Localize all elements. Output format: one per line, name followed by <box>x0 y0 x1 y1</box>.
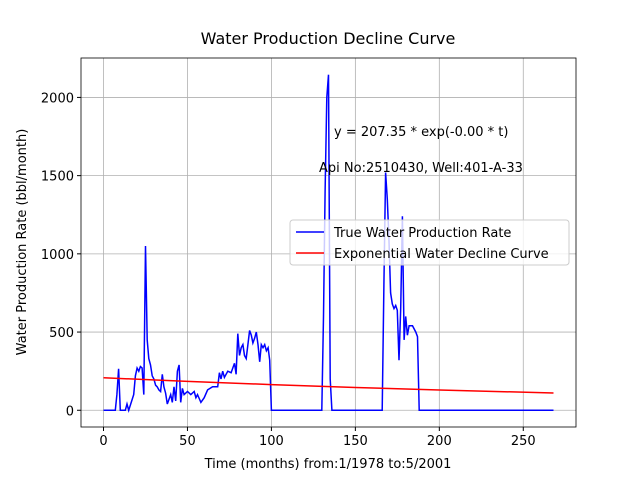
series-line <box>103 377 554 394</box>
x-tick-label: 100 <box>259 434 284 449</box>
legend-label: Exponential Water Decline Curve <box>334 247 549 262</box>
x-tick-label: 0 <box>99 434 107 449</box>
chart-title: Water Production Decline Curve <box>201 29 456 48</box>
y-tick-label: 1000 <box>41 248 74 263</box>
x-tick-label: 150 <box>343 434 368 449</box>
legend-label: True Water Production Rate <box>333 226 511 241</box>
y-tick-label: 500 <box>49 326 74 341</box>
x-tick-label: 200 <box>427 434 452 449</box>
x-axis-label: Time (months) from:1/1978 to:5/2001 <box>204 457 452 472</box>
y-tick-label: 1500 <box>41 170 74 185</box>
annotation: Api No:2510430, Well:401-A-33 <box>319 161 523 176</box>
annotation: y = 207.35 * exp(-0.00 * t) <box>334 125 508 140</box>
y-tick-label: 2000 <box>41 91 74 106</box>
x-tick-label: 50 <box>179 434 196 449</box>
legend-box <box>289 219 570 266</box>
plot-frame <box>80 57 577 428</box>
series-line <box>103 74 554 413</box>
x-tick-label: 250 <box>511 434 536 449</box>
y-axis-label: Water Production Rate (bbl/month) <box>15 129 30 356</box>
y-tick-label: 0 <box>66 404 74 419</box>
